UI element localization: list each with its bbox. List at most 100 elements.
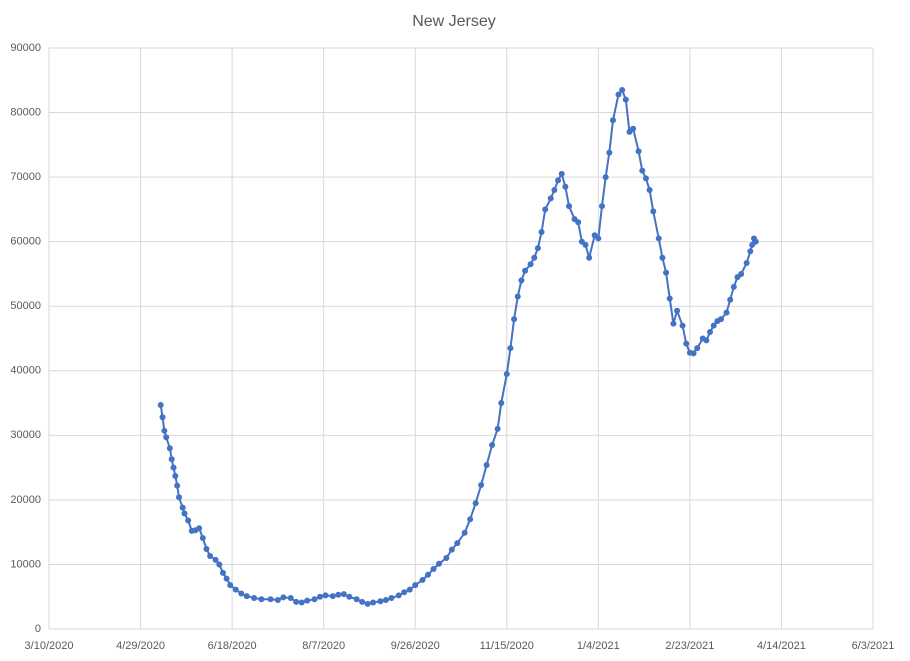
data-point [163, 434, 170, 441]
data-point [639, 167, 646, 174]
chart-title: New Jersey [412, 13, 496, 30]
data-point [511, 316, 518, 323]
x-tick-label: 4/14/2021 [757, 640, 806, 652]
data-point [227, 582, 234, 589]
data-point [602, 174, 609, 181]
data-point [172, 473, 179, 480]
data-point [181, 510, 188, 517]
data-point [179, 504, 186, 511]
data-point [507, 345, 514, 352]
data-point [534, 245, 541, 252]
data-point [555, 177, 562, 184]
data-point [703, 337, 710, 344]
data-point [430, 565, 437, 572]
data-point [274, 596, 281, 603]
data-point [582, 241, 589, 248]
data-point [395, 592, 402, 599]
data-point [655, 235, 662, 242]
y-tick-label: 90000 [10, 42, 41, 54]
data-point [558, 170, 565, 177]
data-point [382, 596, 389, 603]
data-point [730, 283, 737, 290]
data-point [489, 442, 496, 449]
data-point [174, 482, 181, 489]
data-point [168, 456, 175, 463]
data-point [461, 529, 468, 536]
data-point [690, 350, 697, 357]
data-point [646, 187, 653, 194]
data-point [586, 254, 593, 261]
y-tick-label: 80000 [10, 106, 41, 118]
data-point [267, 596, 274, 603]
data-point [287, 595, 294, 602]
data-point [258, 596, 265, 603]
data-point [531, 254, 538, 261]
data-point [219, 569, 226, 576]
data-point [293, 598, 300, 605]
y-tick-label: 60000 [10, 236, 41, 248]
data-point [161, 427, 168, 434]
data-point [304, 597, 311, 604]
data-point [694, 345, 701, 352]
y-tick-label: 50000 [10, 300, 41, 312]
data-point [752, 238, 759, 245]
y-tick-label: 20000 [10, 494, 41, 506]
data-point [212, 556, 219, 563]
data-point [551, 187, 558, 194]
y-tick-label: 10000 [10, 558, 41, 570]
data-point [522, 267, 529, 274]
data-point [317, 593, 324, 600]
y-tick-label: 0 [35, 623, 41, 635]
data-point [353, 596, 360, 603]
data-point [514, 293, 521, 300]
data-point [498, 400, 505, 407]
data-point [157, 401, 164, 408]
data-point [566, 203, 573, 210]
data-point [575, 219, 582, 226]
x-tick-label: 8/7/2020 [302, 640, 345, 652]
data-point [166, 445, 173, 452]
data-point [547, 195, 554, 202]
data-point [467, 516, 474, 523]
data-point [595, 235, 602, 242]
data-point [538, 228, 545, 235]
data-point [370, 599, 377, 606]
data-point [674, 307, 681, 314]
data-point [518, 277, 525, 284]
data-point [650, 208, 657, 215]
data-point [322, 592, 329, 599]
data-point [494, 425, 501, 432]
data-point [609, 117, 616, 124]
x-tick-label: 9/26/2020 [391, 640, 440, 652]
data-point [454, 540, 461, 547]
data-point [615, 91, 622, 98]
x-tick-label: 6/3/2021 [852, 640, 895, 652]
data-point [359, 598, 366, 605]
data-point [483, 462, 490, 469]
data-point [635, 148, 642, 155]
data-point [377, 598, 384, 605]
x-tick-label: 6/18/2020 [208, 640, 257, 652]
x-tick-label: 11/15/2020 [480, 640, 534, 652]
data-point [443, 554, 450, 561]
x-tick-label: 1/4/2021 [577, 640, 620, 652]
data-point [159, 414, 166, 421]
data-point [448, 546, 455, 553]
data-point [335, 591, 342, 598]
data-point [185, 517, 192, 524]
data-point [232, 586, 239, 593]
data-point [364, 600, 371, 607]
data-point [478, 482, 485, 489]
data-point [659, 254, 666, 261]
data-point [619, 86, 626, 93]
data-point [542, 206, 549, 213]
data-point [425, 571, 432, 578]
data-point [747, 248, 754, 255]
data-point [562, 183, 569, 190]
data-point [203, 545, 210, 552]
data-point [679, 322, 686, 329]
x-tick-label: 3/10/2020 [25, 640, 74, 652]
y-tick-label: 30000 [10, 429, 41, 441]
